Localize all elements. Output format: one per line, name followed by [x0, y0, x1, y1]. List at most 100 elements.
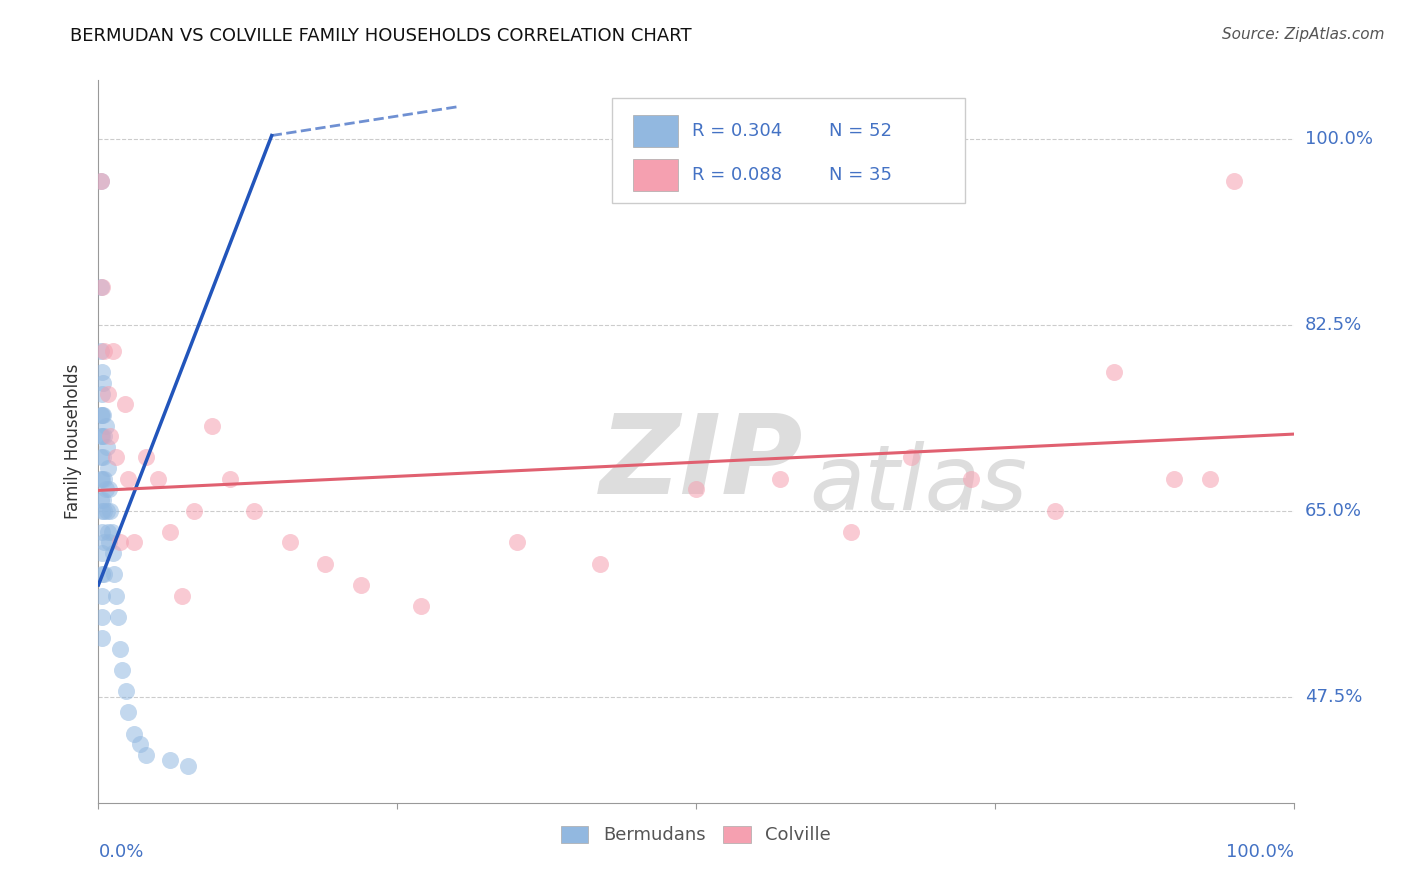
Point: [90, 493, 112, 508]
Point: [1104, 366, 1126, 380]
Point: [90, 450, 112, 465]
Text: R = 0.304: R = 0.304: [692, 122, 783, 140]
Text: ZIP: ZIP: [600, 409, 804, 516]
Point: [115, 684, 138, 698]
Point: [93, 535, 115, 549]
Point: [900, 450, 922, 465]
Point: [90, 429, 112, 443]
Text: 82.5%: 82.5%: [1305, 316, 1362, 334]
Point: [105, 589, 128, 603]
Point: [148, 472, 170, 486]
Point: [91, 366, 114, 380]
Text: Source: ZipAtlas.com: Source: ZipAtlas.com: [1222, 27, 1385, 42]
Point: [183, 503, 205, 517]
Point: [98, 429, 122, 443]
Point: [90, 174, 112, 188]
Point: [94, 483, 117, 497]
Point: [105, 450, 128, 465]
Point: [201, 418, 224, 433]
Point: [1199, 472, 1222, 486]
Point: [93, 429, 115, 443]
Point: [172, 589, 194, 603]
Point: [124, 727, 146, 741]
Text: N = 52: N = 52: [830, 122, 893, 140]
FancyBboxPatch shape: [613, 98, 965, 203]
Text: 65.0%: 65.0%: [1305, 501, 1361, 520]
Point: [841, 524, 863, 539]
Y-axis label: Family Households: Family Households: [65, 364, 83, 519]
Point: [91, 408, 114, 422]
Point: [91, 631, 114, 645]
Point: [91, 450, 114, 465]
Point: [1043, 503, 1066, 517]
Point: [100, 524, 122, 539]
Point: [117, 472, 139, 486]
Point: [111, 663, 134, 677]
Point: [96, 503, 118, 517]
Point: [98, 503, 122, 517]
Point: [159, 753, 181, 767]
Point: [90, 408, 112, 422]
Point: [177, 758, 200, 772]
Point: [506, 535, 529, 549]
Point: [93, 472, 115, 486]
Point: [90, 344, 112, 359]
Point: [117, 706, 139, 720]
Point: [91, 546, 114, 560]
Text: 0.0%: 0.0%: [98, 843, 143, 861]
Text: R = 0.088: R = 0.088: [692, 166, 782, 184]
Text: BERMUDAN VS COLVILLE FAMILY HOUSEHOLDS CORRELATION CHART: BERMUDAN VS COLVILLE FAMILY HOUSEHOLDS C…: [70, 27, 692, 45]
Point: [243, 503, 266, 517]
Point: [135, 450, 157, 465]
Legend: Bermudans, Colville: Bermudans, Colville: [554, 818, 838, 852]
Point: [96, 440, 118, 454]
Point: [129, 737, 152, 751]
Point: [90, 174, 112, 188]
Point: [97, 524, 120, 539]
FancyBboxPatch shape: [633, 115, 678, 147]
Point: [90, 472, 112, 486]
Point: [768, 472, 790, 486]
Point: [91, 610, 114, 624]
Point: [101, 546, 124, 560]
Point: [135, 747, 157, 762]
Point: [1223, 174, 1246, 188]
Point: [124, 535, 146, 549]
Point: [278, 535, 301, 549]
Point: [315, 557, 337, 571]
Point: [90, 280, 112, 294]
Point: [91, 408, 114, 422]
Point: [91, 429, 114, 443]
Point: [91, 589, 114, 603]
Text: 100.0%: 100.0%: [1305, 129, 1372, 148]
Point: [91, 503, 114, 517]
Text: atlas: atlas: [810, 441, 1028, 529]
Point: [91, 386, 114, 401]
Point: [589, 557, 612, 571]
Point: [91, 472, 114, 486]
Point: [91, 280, 114, 294]
Point: [108, 535, 131, 549]
Point: [101, 344, 124, 359]
Point: [107, 610, 129, 624]
Point: [108, 641, 131, 656]
Text: 47.5%: 47.5%: [1305, 688, 1362, 706]
Point: [103, 567, 125, 582]
Point: [93, 503, 115, 517]
FancyBboxPatch shape: [633, 159, 678, 192]
Point: [98, 483, 121, 497]
Point: [91, 376, 114, 390]
Point: [114, 397, 136, 411]
Point: [98, 535, 121, 549]
Point: [93, 344, 115, 359]
Text: 100.0%: 100.0%: [1226, 843, 1294, 861]
Point: [91, 493, 114, 508]
Point: [97, 386, 120, 401]
Text: N = 35: N = 35: [830, 166, 893, 184]
Point: [960, 472, 983, 486]
Point: [94, 418, 117, 433]
Point: [411, 599, 433, 614]
Point: [91, 567, 114, 582]
Point: [1163, 472, 1185, 486]
Point: [159, 524, 181, 539]
